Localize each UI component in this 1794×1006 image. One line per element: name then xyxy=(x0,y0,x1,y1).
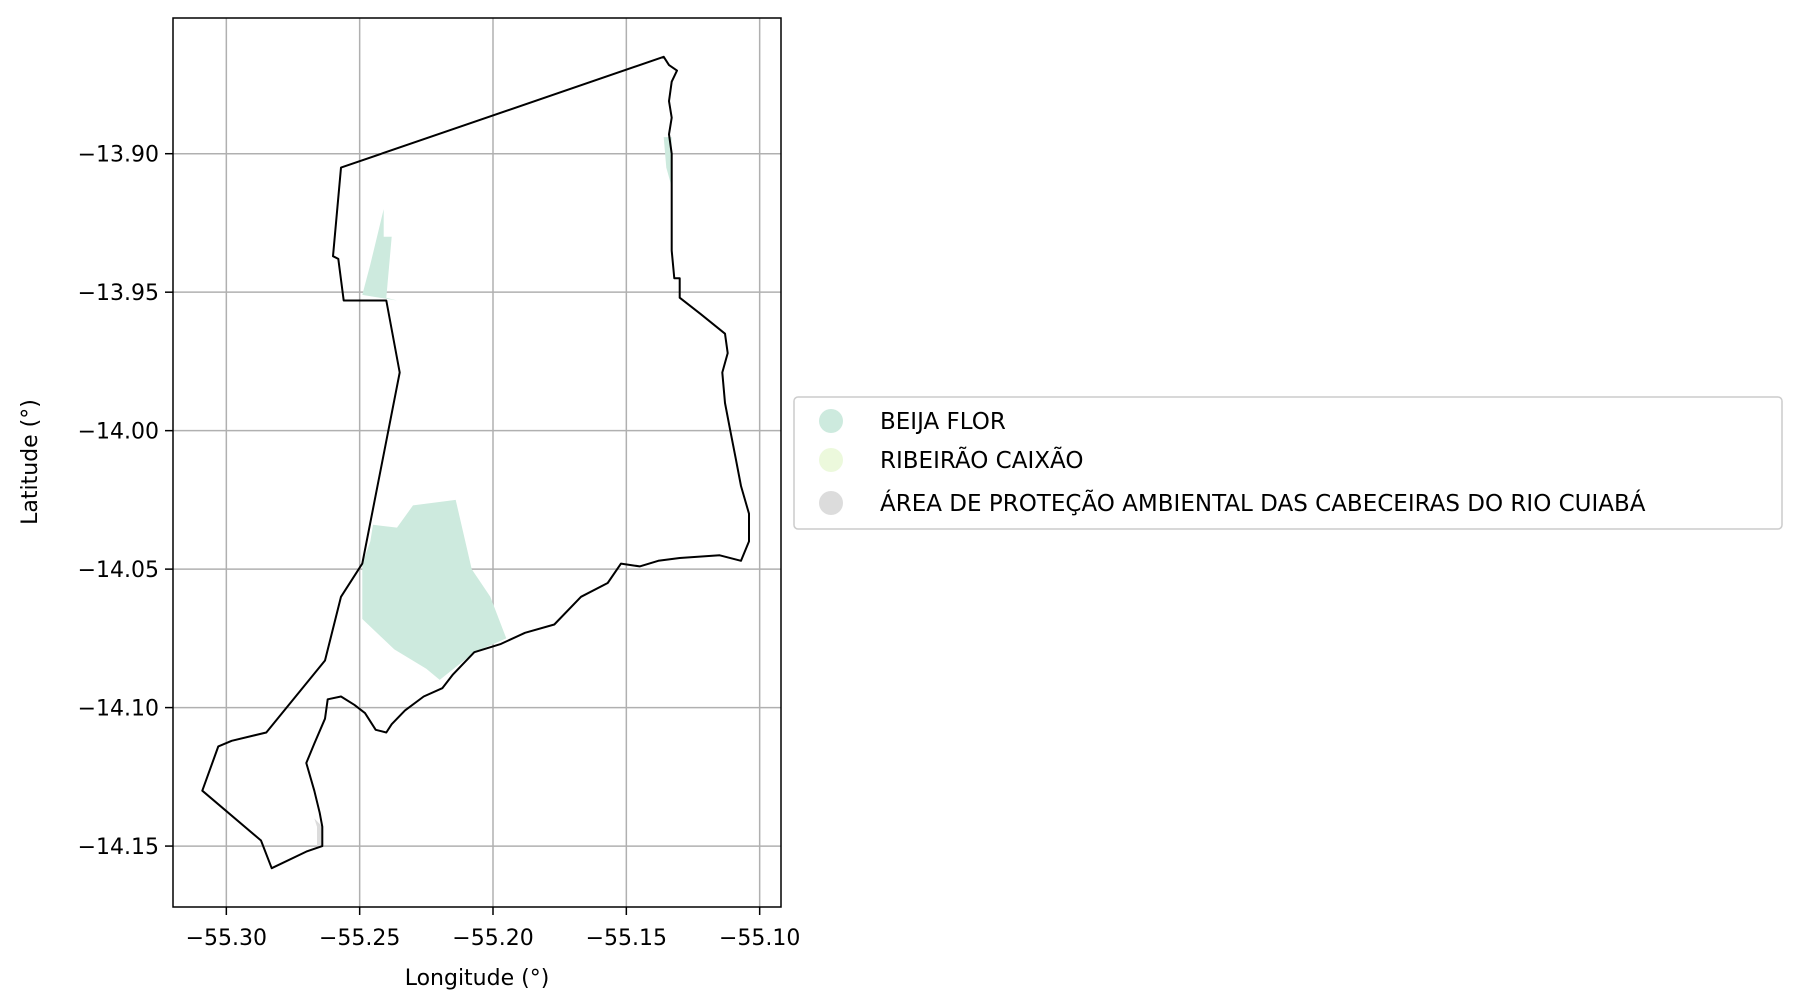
protected-areas xyxy=(314,137,672,847)
legend: BEIJA FLOR RIBEIRÃO CAIXÃO ÁREA DE PROTEÇÃ… xyxy=(793,396,1783,530)
protected-area-polygon xyxy=(663,137,672,187)
legend-entry-label: ÁREA DE PROTEÇÃO AMBIENTAL DAS CABECEIRA… xyxy=(880,489,1646,517)
legend-swatch xyxy=(819,409,843,433)
y-tick-label: −14.00 xyxy=(78,420,159,445)
y-axis-label: Latitude (°) xyxy=(18,399,43,525)
y-tick-label: −14.05 xyxy=(78,558,159,583)
plot-frame xyxy=(172,17,782,908)
legend-entry-label: RIBEIRÃO CAIXÃO xyxy=(880,446,1083,474)
y-tick-label: −14.15 xyxy=(78,835,159,860)
axis-ticks: −55.30 −55.25 −55.20 −55.15 −55.10 −13.90 −13.… xyxy=(78,143,801,951)
x-tick-label: −55.25 xyxy=(319,926,400,951)
x-axis-label: Longitude (°) xyxy=(405,966,550,991)
legend-frame xyxy=(793,396,1783,530)
x-tick-label: −55.15 xyxy=(586,926,667,951)
x-tick-label: −55.30 xyxy=(186,926,267,951)
x-tick-label: −55.10 xyxy=(719,926,800,951)
protected-area-polygon xyxy=(314,818,323,847)
y-tick-label: −13.90 xyxy=(78,143,159,168)
municipality-boundary xyxy=(201,55,750,870)
y-tick-label: −13.95 xyxy=(78,281,159,306)
y-tick-label: −14.10 xyxy=(78,697,159,722)
x-tick-label: −55.20 xyxy=(452,926,533,951)
boundary-outline xyxy=(201,55,750,870)
protected-area-polygon xyxy=(362,499,507,680)
protected-area-polygon xyxy=(362,209,397,301)
gridlines xyxy=(173,18,781,907)
legend-swatch xyxy=(819,448,843,472)
legend-swatch xyxy=(819,491,843,515)
legend-entry-label: BEIJA FLOR xyxy=(880,409,1006,435)
